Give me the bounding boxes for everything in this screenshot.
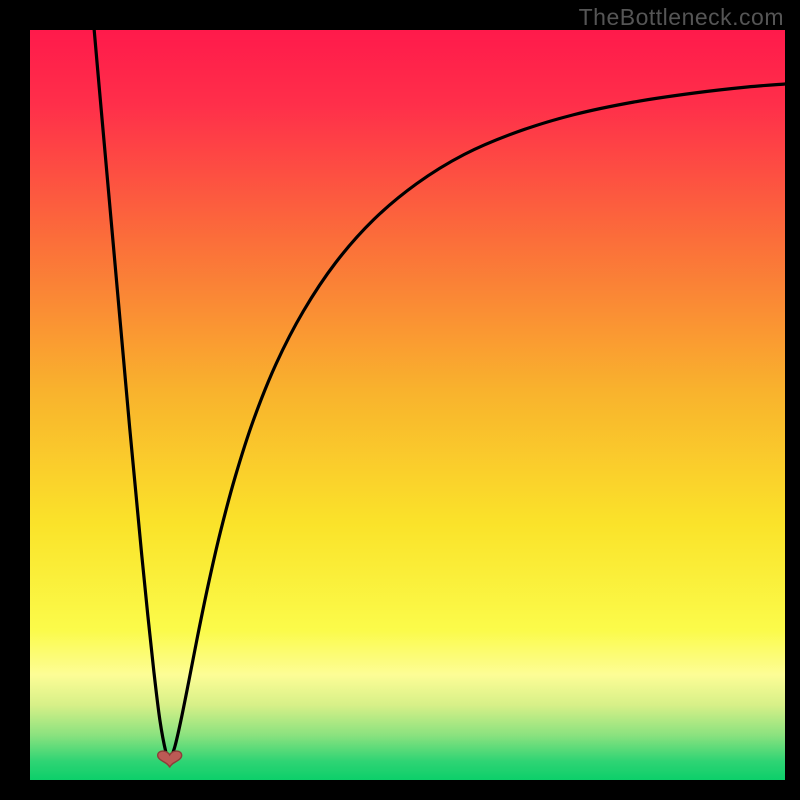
- heart-icon: [158, 751, 182, 767]
- curve-layer: [30, 30, 785, 780]
- plot-area: [30, 30, 785, 780]
- min-marker: [158, 751, 182, 767]
- curve-left-branch: [94, 30, 169, 761]
- chart-container: TheBottleneck.com: [0, 0, 800, 800]
- curve-right-branch: [170, 84, 785, 761]
- watermark-label: TheBottleneck.com: [579, 4, 784, 31]
